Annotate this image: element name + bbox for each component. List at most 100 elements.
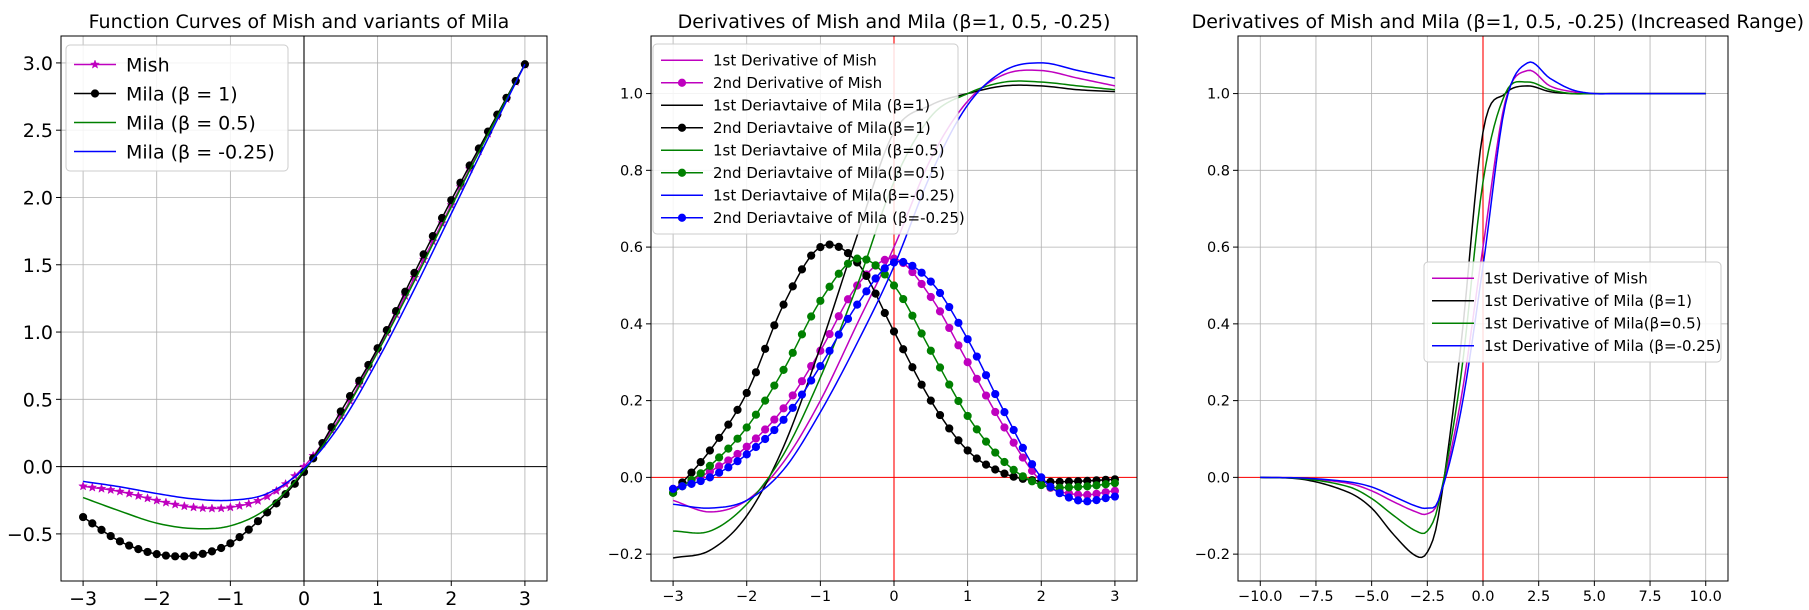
data-point — [1073, 496, 1083, 505]
data-point — [1064, 483, 1073, 492]
y-tick-label: 0.6 — [1207, 240, 1230, 256]
data-point — [281, 489, 290, 499]
data-point — [871, 289, 880, 298]
legend-label: 1st Deriavtaive of Mila (β=0.5) — [713, 141, 944, 159]
data-point — [78, 512, 88, 522]
data-point — [889, 258, 899, 267]
data-point — [88, 519, 97, 528]
data-point — [160, 497, 171, 507]
data-point — [114, 486, 125, 496]
data-point — [779, 415, 788, 424]
data-point — [779, 300, 788, 309]
data-point — [880, 264, 889, 273]
data-point — [1064, 493, 1073, 502]
data-point — [908, 363, 917, 372]
data-point — [188, 502, 199, 512]
data-point — [945, 323, 954, 333]
data-point — [217, 543, 226, 553]
data-point — [862, 255, 871, 264]
legend-label: Mila (β = -0.25) — [126, 142, 275, 164]
data-point — [963, 358, 972, 367]
data-point — [908, 311, 917, 320]
data-point — [797, 390, 807, 399]
data-point — [954, 341, 963, 350]
data-point — [963, 446, 972, 455]
data-point — [1101, 494, 1110, 503]
series-8 — [668, 257, 1120, 506]
data-point — [945, 424, 954, 433]
data-point — [1083, 482, 1092, 491]
data-point — [724, 463, 733, 472]
data-point — [843, 249, 853, 258]
data-point — [1009, 425, 1018, 435]
data-point — [954, 396, 963, 406]
x-tick-label: −3 — [662, 589, 683, 605]
data-point — [871, 274, 880, 283]
legend-label: 1st Deriavtaive of Mila (β=1) — [713, 96, 930, 114]
chart-panel-2: Derivatives of Mish and Mila (β=1, 0.5, … — [608, 11, 1138, 605]
x-tick-label: 1 — [372, 588, 384, 610]
data-point — [761, 434, 770, 444]
data-point — [871, 261, 880, 270]
data-point — [834, 269, 843, 278]
data-point — [935, 307, 945, 316]
data-point — [207, 547, 217, 556]
data-point — [843, 314, 853, 323]
data-point — [1037, 480, 1046, 490]
x-tick-label: 3 — [519, 588, 531, 610]
data-point — [97, 525, 106, 535]
x-tick-label: −3 — [69, 588, 97, 610]
chart-title: Derivatives of Mish and Mila (β=1, 0.5, … — [1192, 11, 1804, 33]
data-point — [715, 453, 724, 462]
legend-label: 1st Derivative of Mila (β=-0.25) — [1484, 337, 1721, 355]
data-point — [733, 457, 742, 466]
y-tick-label: 3.0 — [23, 53, 53, 75]
legend-label: 1st Derivative of Mila (β=1) — [1484, 292, 1692, 310]
data-point — [143, 547, 152, 557]
series-4 — [82, 63, 526, 502]
data-point — [761, 425, 770, 434]
legend-label: 1st Derivative of Mish — [1484, 269, 1648, 287]
data-point — [152, 549, 161, 559]
data-point — [926, 292, 935, 302]
legend-label: 1st Deriavtaive of Mila(β=-0.25) — [713, 186, 955, 204]
data-point — [926, 396, 935, 405]
data-point — [917, 279, 926, 289]
data-point — [880, 308, 889, 318]
data-point — [1018, 472, 1027, 481]
legend-box — [1423, 261, 1722, 363]
x-tick-label: 2 — [445, 588, 457, 610]
data-point — [991, 465, 1000, 474]
legend-marker — [677, 213, 687, 222]
data-point — [106, 531, 115, 541]
data-point — [142, 493, 153, 503]
data-point — [1009, 472, 1018, 481]
data-point — [1018, 453, 1027, 462]
data-point — [1073, 482, 1083, 492]
data-point — [751, 442, 761, 452]
data-point — [788, 282, 797, 291]
chart-panel-3: Derivatives of Mish and Mila (β=1, 0.5, … — [1192, 11, 1804, 605]
data-point — [189, 551, 198, 560]
data-point — [1046, 482, 1055, 491]
x-tick-label: 10.0 — [1690, 589, 1722, 605]
data-point — [862, 271, 871, 281]
data-point — [733, 434, 742, 443]
data-point — [770, 425, 779, 435]
data-point — [972, 352, 981, 361]
y-tick-label: 0.2 — [1207, 394, 1230, 410]
data-point — [991, 407, 1000, 417]
data-point — [926, 346, 935, 355]
series-3 — [82, 63, 526, 530]
data-point — [843, 259, 853, 268]
data-point — [825, 346, 834, 355]
data-point — [124, 488, 135, 498]
legend-marker — [677, 168, 687, 177]
data-point — [290, 479, 299, 488]
data-point — [945, 380, 954, 389]
data-point — [880, 255, 889, 264]
data-point — [105, 484, 116, 495]
data-point — [742, 423, 751, 432]
data-point — [78, 481, 89, 491]
y-tick-label: 1.0 — [620, 87, 643, 103]
